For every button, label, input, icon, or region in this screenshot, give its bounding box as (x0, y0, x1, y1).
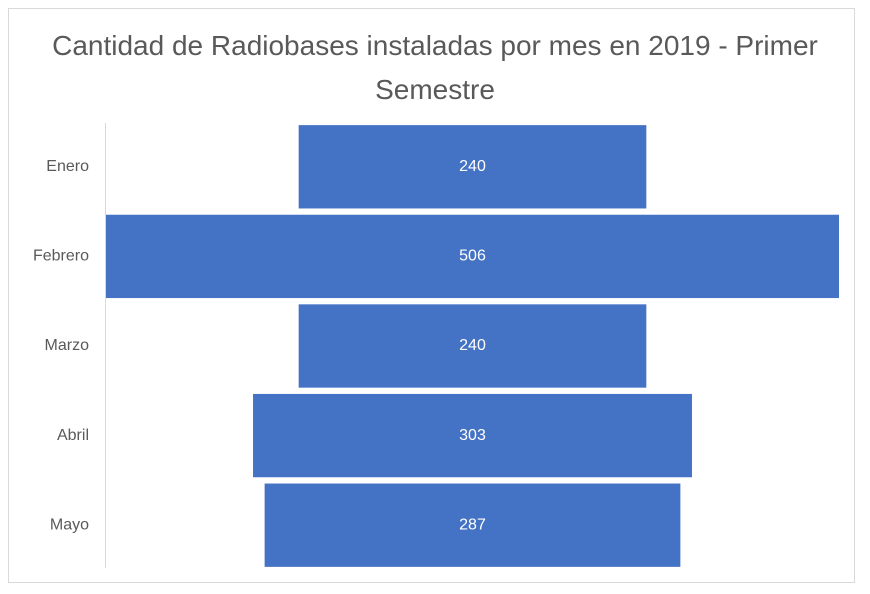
data-label: 240 (459, 337, 486, 354)
data-label: 240 (459, 158, 486, 175)
data-label: 303 (459, 427, 486, 444)
y-tick-label: Febrero (33, 248, 89, 265)
y-tick-label: Enero (46, 158, 89, 175)
chart-title: Cantidad de Radiobases instaladas por me… (52, 30, 818, 105)
bar (264, 483, 681, 567)
data-label: 287 (459, 516, 486, 533)
y-tick-label: Abril (57, 427, 89, 444)
y-tick-label: Marzo (45, 337, 90, 354)
bar (298, 125, 647, 209)
bar (106, 214, 839, 299)
data-label: 506 (459, 248, 486, 265)
bar (253, 393, 692, 478)
y-tick-label: Mayo (50, 516, 89, 533)
bar (298, 304, 647, 388)
chart-frame (8, 8, 855, 583)
